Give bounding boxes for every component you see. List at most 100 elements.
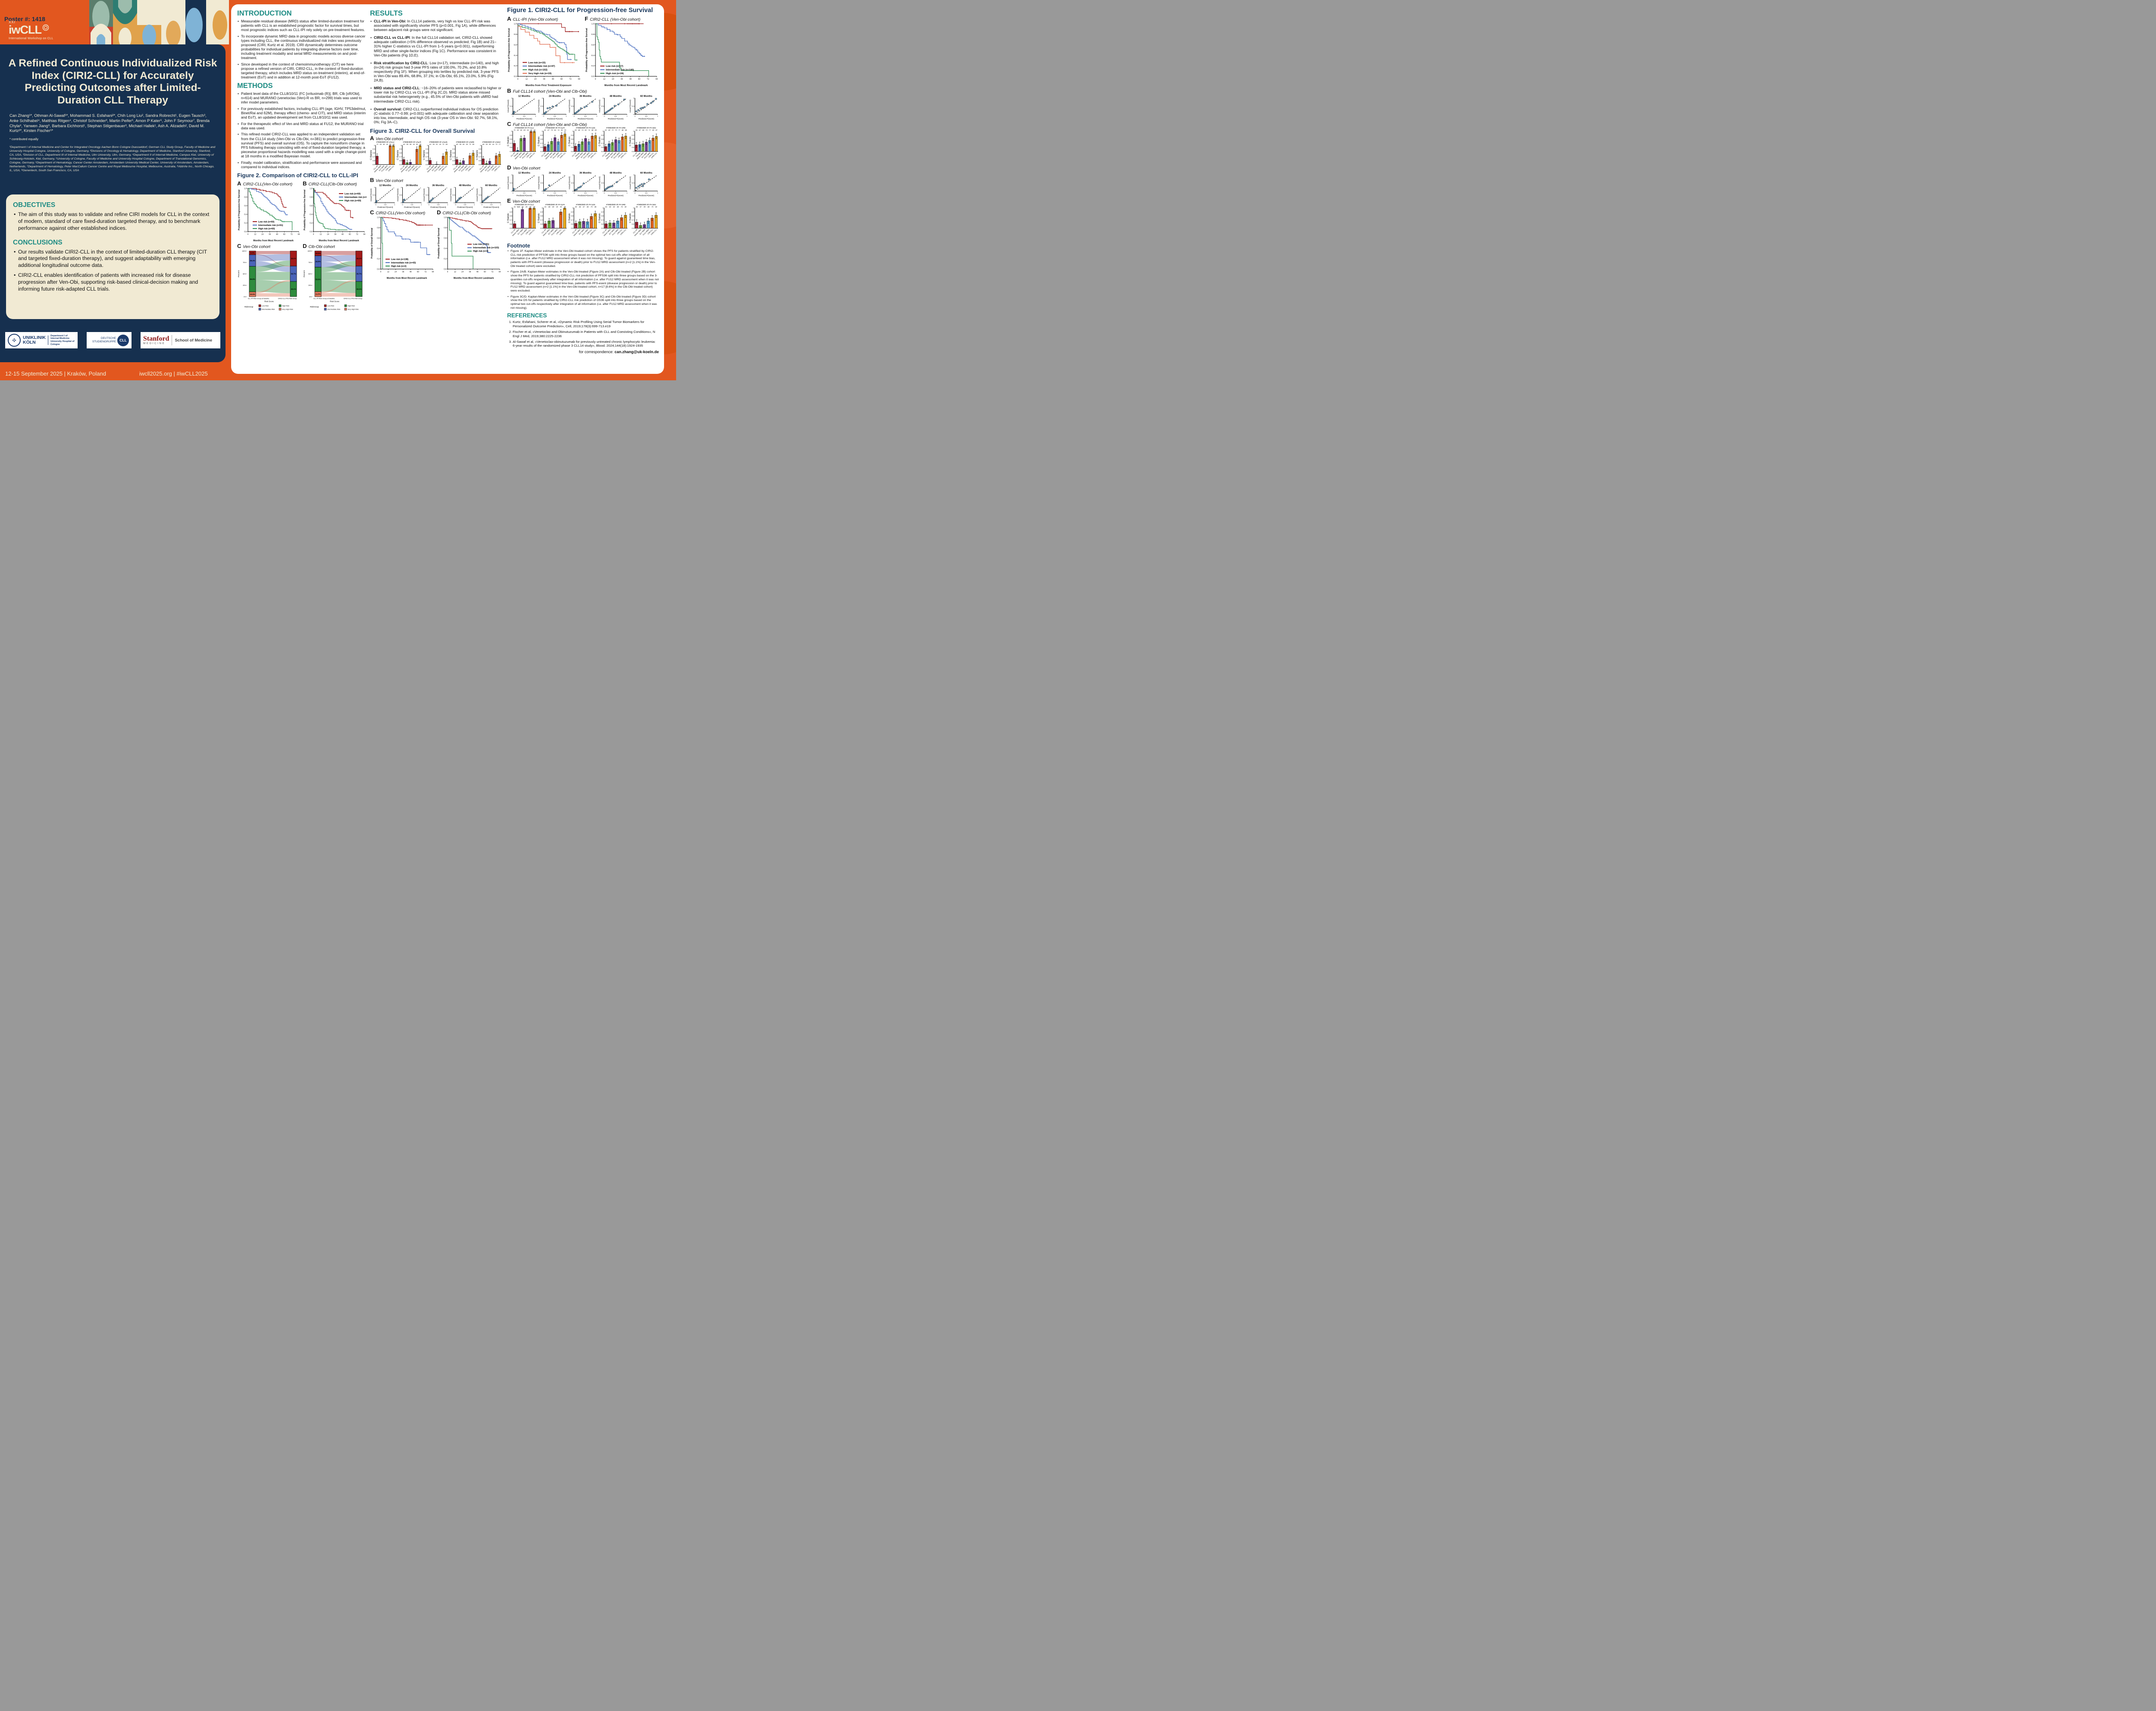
svg-text:.72: .72 [376, 144, 378, 145]
svg-text:0.6: 0.6 [514, 44, 517, 46]
svg-text:0.4: 0.4 [592, 54, 595, 57]
svg-text:Low risk (n=60): Low risk (n=60) [345, 193, 361, 195]
figure2-panel-C: C Ven-Obi cohort 0% 25% 50% 75% 100% Percent 8.… [237, 242, 301, 319]
figure1-C-cstat-chart: Prediction of PFS36 0.5 0.6 0.7 0.8 0.9 1 C-Sta… [568, 127, 597, 160]
results-bullet: MRD status and CIRI2-CLL: ~16–20% of pat… [370, 86, 502, 103]
svg-text:60: 60 [349, 233, 351, 235]
results-bullet-lead: MRD status and CIRI2-CLL [374, 86, 420, 91]
svg-text:24: 24 [327, 233, 329, 235]
figure3-D-km-chart: 0.0 0.2 0.4 0.6 0.8 1.0 0 12 24 36 48 60 72 84 Months … [438, 216, 501, 279]
svg-text:0.5: 0.5 [479, 194, 481, 196]
figure3-heading: Figure 3. CIRI2-CLL for Overall Survival [370, 127, 475, 134]
svg-text:0: 0 [543, 116, 544, 117]
svg-text:.84: .84 [554, 129, 556, 131]
svg-text:0.8: 0.8 [377, 227, 380, 229]
methods-list: Patient level data of the CLL8/10/11 (FC… [237, 91, 367, 169]
svg-text:C-Statistic: C-Statistic [397, 150, 399, 160]
svg-text:.57: .57 [639, 206, 642, 208]
results-bullet-body: : Low (n=17), intermediate (n=140), and … [374, 60, 499, 83]
svg-text:.77: .77 [498, 144, 501, 145]
svg-text:12 Months: 12 Months [379, 184, 391, 187]
svg-text:Low risk (n=138): Low risk (n=138) [391, 258, 408, 261]
svg-text:Actual P(event): Actual P(event) [599, 100, 601, 113]
dcllsg-line2: STUDIENGRUPPE [92, 340, 116, 343]
svg-text:.93: .93 [564, 129, 566, 131]
svg-text:33.1%: 33.1% [291, 257, 296, 260]
svg-text:0.7: 0.7 [510, 143, 512, 144]
introduction-bullet: To incorporate dynamic MRD data in progn… [238, 34, 367, 60]
svg-text:Actual P(event): Actual P(event) [599, 176, 601, 190]
svg-text:0.6: 0.6 [540, 223, 542, 225]
svg-text:36 Months: 36 Months [579, 172, 591, 175]
introduction-bullet: Since developed in the context of chemoi… [238, 62, 367, 79]
correspondence: for correspondence: can.zhang@uk-koeln.d… [507, 350, 659, 354]
uniklinik-seal-icon: ✣ [8, 334, 21, 347]
svg-text:0.0: 0.0 [377, 268, 380, 270]
figure1-F-km-chart: 0.0 0.2 0.4 0.6 0.8 1.0 0 12 24 36 48 60 72 84 Months … [586, 23, 658, 87]
svg-text:Predicted P(event): Predicted P(event) [577, 194, 593, 197]
svg-text:0: 0 [313, 233, 314, 235]
svg-text:0.5: 0.5 [510, 106, 512, 107]
svg-text:60: 60 [638, 78, 641, 81]
svg-text:.40: .40 [525, 206, 527, 208]
svg-text:0: 0 [603, 190, 604, 192]
svg-text:.26: .26 [526, 129, 529, 131]
svg-text:0.5: 0.5 [632, 151, 634, 153]
svg-text:1: 1 [374, 144, 375, 146]
svg-text:36: 36 [620, 78, 623, 81]
conclusions-bullet: Our results validate CIRI2-CLL in the co… [14, 249, 213, 269]
svg-text:10.5%: 10.5% [250, 293, 255, 295]
svg-text:0: 0 [480, 202, 481, 204]
figure3-A-title: Ven-Obi cohort [376, 136, 403, 141]
svg-text:Low Risk: Low Risk [327, 304, 334, 307]
logo-wordmark: iwCLL [9, 23, 42, 36]
svg-text:24: 24 [534, 78, 537, 81]
svg-text:.51: .51 [436, 144, 438, 145]
svg-text:RiskGroup: RiskGroup [310, 306, 319, 308]
svg-text:0.9: 0.9 [540, 135, 542, 136]
figure2-C-title: Ven-Obi cohort [243, 244, 270, 249]
svg-text:0.6: 0.6 [601, 223, 603, 225]
svg-text:.66: .66 [635, 129, 637, 131]
svg-text:0.0: 0.0 [310, 230, 313, 232]
svg-text:.61: .61 [544, 206, 546, 208]
stanford-medicine-label: MEDICINE [143, 342, 166, 345]
svg-text:.73: .73 [646, 129, 648, 131]
svg-text:Probability of Progression-fre: Probability of Progression-free Survival [586, 28, 588, 72]
svg-text:36 Months: 36 Months [432, 184, 444, 187]
figure1-E-cstat-chart: Prediction of PFS240.50.60.70.80.91C-Sta… [538, 204, 567, 237]
footnote-bullet: Figure 2A/B. Kaplan-Meier estimates in t… [508, 270, 659, 293]
figure3-A-cstat-chart: Prediction of OS240.50.60.70.80.91C-Stat… [397, 141, 422, 173]
svg-text:0.5: 0.5 [426, 194, 428, 196]
svg-text:0.5: 0.5 [645, 116, 647, 117]
svg-text:0.5: 0.5 [615, 116, 617, 117]
svg-text:0.9: 0.9 [571, 211, 573, 213]
figure3-A-cstat-chart: Prediction of OS12 0.5 0.6 0.7 0.8 0.9 1 C-Stat… [370, 141, 395, 173]
svg-text:0.5: 0.5 [584, 192, 586, 194]
figure3-B-title: Ven-Obi cohort [376, 178, 403, 183]
svg-text:0.8: 0.8 [592, 33, 595, 36]
figure1-C-cstat-chart: Prediction of PFS48 0.5 0.6 0.7 0.8 0.9 1 C-Sta… [599, 127, 628, 160]
svg-text:.46: .46 [382, 144, 385, 145]
svg-text:36: 36 [269, 233, 271, 235]
svg-text:.62: .62 [544, 129, 546, 131]
decorative-mosaic [89, 0, 229, 44]
svg-text:0.0: 0.0 [592, 75, 595, 78]
svg-text:84: 84 [655, 78, 658, 81]
svg-text:Prediction of PFS24: Prediction of PFS24 [545, 204, 565, 206]
figure2-panel-B: B CIRI2-CLL(Clb-Obi cohort) 0.0 0.2 0.4 0.6 0… [303, 179, 367, 242]
svg-text:0: 0 [573, 116, 574, 117]
svg-text:1.0: 1.0 [444, 216, 447, 219]
svg-text:0.9: 0.9 [510, 135, 512, 136]
column-introduction-methods: INTRODUCTION Measurable residual disease… [237, 7, 367, 319]
svg-text:0.6: 0.6 [632, 147, 634, 148]
svg-text:.77: .77 [618, 129, 620, 131]
svg-text:Prediction of PFS12: Prediction of PFS12 [515, 204, 534, 206]
svg-text:High risk (n=60): High risk (n=60) [345, 200, 361, 202]
figure2-panel-A: A CIRI2-CLL(Ven-Obi cohort) 0.0 0.2 0.4 0.6 0… [237, 179, 301, 242]
